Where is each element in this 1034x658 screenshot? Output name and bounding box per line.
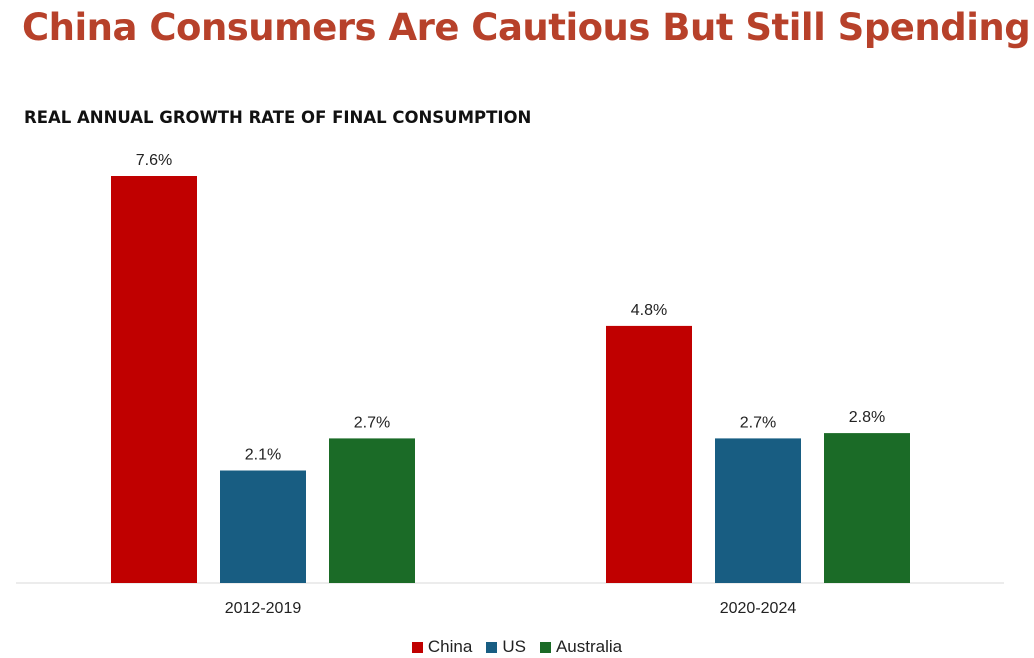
legend-item-australia: Australia — [539, 636, 623, 658]
legend-item-china: China — [411, 636, 473, 658]
data-label-china-2012-2019: 7.6% — [136, 152, 172, 169]
legend-swatch — [411, 641, 423, 653]
legend-swatch — [486, 641, 498, 653]
x-tick-label: 2020-2024 — [720, 600, 797, 617]
legend-label: Australia — [555, 637, 623, 656]
data-label-us-2012-2019: 2.1% — [245, 447, 281, 464]
bar-australia-2012-2019 — [329, 438, 415, 583]
legend-item-us: US — [486, 636, 526, 658]
legend-label: China — [427, 637, 473, 656]
data-label-china-2020-2024: 4.8% — [631, 302, 667, 319]
x-tick-labels-layer: 2012-2019 2020-2024 — [225, 600, 797, 617]
page-title: China Consumers Are Cautious But Still S… — [22, 6, 1031, 49]
bar-us-2020-2024 — [715, 438, 801, 583]
x-tick-label: 2012-2019 — [225, 600, 302, 617]
legend: China US Australia — [0, 636, 1034, 658]
bars-layer — [111, 176, 910, 583]
data-labels-layer: 7.6% 2.1% 2.7% 4.8% 2.7% 2.8% — [136, 152, 885, 464]
data-label-australia-2020-2024: 2.8% — [849, 409, 885, 426]
data-label-australia-2012-2019: 2.7% — [354, 414, 390, 431]
bar-australia-2020-2024 — [824, 433, 910, 583]
chart-title: REAL ANNUAL GROWTH RATE OF FINAL CONSUMP… — [24, 108, 532, 127]
bar-china-2012-2019 — [111, 176, 197, 583]
data-label-us-2020-2024: 2.7% — [740, 414, 776, 431]
legend-swatch — [539, 641, 551, 653]
bar-china-2020-2024 — [606, 325, 692, 583]
bar-us-2012-2019 — [220, 470, 306, 583]
legend-label: US — [502, 637, 526, 656]
